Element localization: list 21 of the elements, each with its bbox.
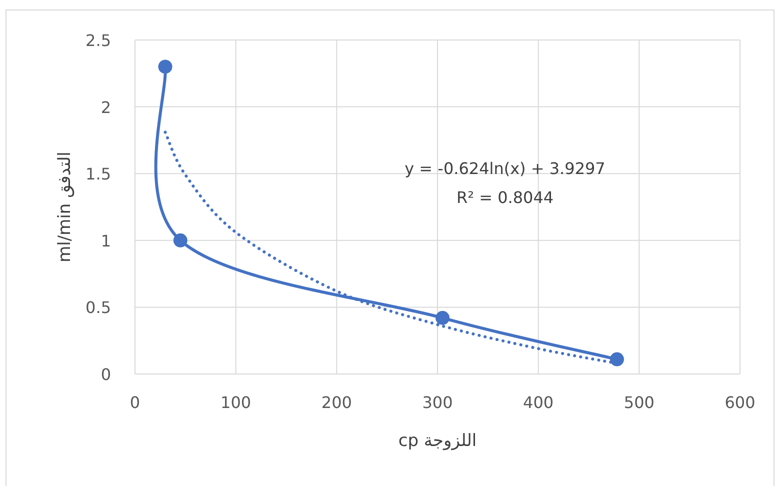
x-tick-label: 0 bbox=[130, 393, 140, 412]
point bbox=[610, 352, 624, 366]
x-tick-label: 500 bbox=[624, 393, 654, 412]
y-tick-label: 2.5 bbox=[86, 31, 111, 50]
y-tick-label: 2 bbox=[100, 98, 111, 117]
annotation: R² = 0.8044 bbox=[456, 188, 554, 207]
annotation: y = -0.624ln(x) + 3.9297 bbox=[404, 159, 606, 178]
y-axis-title: التدفق ml/min bbox=[55, 152, 75, 262]
point bbox=[436, 310, 450, 325]
x-tick-label: 600 bbox=[724, 393, 756, 412]
y-tick-label: 1 bbox=[100, 231, 111, 250]
x-tick-label: 200 bbox=[321, 393, 352, 412]
x-tick-label: 100 bbox=[220, 393, 252, 412]
y-tick-label: 1.5 bbox=[86, 164, 111, 184]
x-axis-title: اللزوجة cp bbox=[398, 431, 477, 451]
point bbox=[158, 60, 172, 74]
y-tick-label: 0.5 bbox=[86, 298, 111, 318]
x-tick-label: 400 bbox=[523, 393, 554, 412]
point bbox=[173, 233, 188, 248]
y-tick-label: 0 bbox=[100, 365, 111, 384]
x-tick-label: 300 bbox=[422, 393, 453, 412]
